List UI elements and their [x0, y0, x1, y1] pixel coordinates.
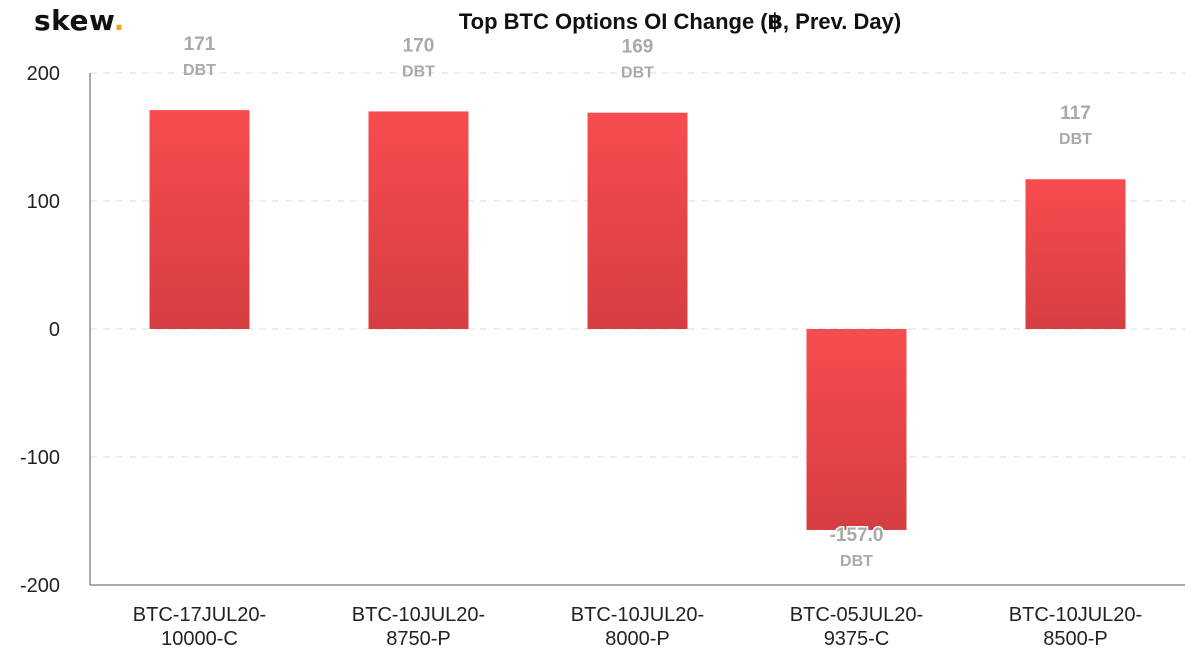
- x-tick-label: 8750-P: [386, 628, 451, 650]
- data-label-value: 171: [184, 34, 216, 55]
- x-tick-label: 9375-C: [824, 628, 890, 650]
- logo-dot: .: [113, 4, 125, 37]
- axes: 200 100 0 -100 -200 BTC-17JUL20-10000-C BTC-10…: [20, 63, 1185, 650]
- y-tick-label: -100: [20, 447, 60, 469]
- bar: [368, 111, 469, 330]
- data-label-value: 169: [622, 37, 654, 58]
- bar: [806, 329, 907, 530]
- x-tick-label: BTC-05JUL20-: [790, 604, 923, 626]
- x-tick-label: BTC-10JUL20-: [1009, 604, 1142, 626]
- x-tick-label: BTC-17JUL20-: [133, 604, 266, 626]
- chart-title: Top BTC Options OI Change (฿, Prev. Day): [458, 9, 902, 34]
- y-tick-label: 100: [27, 191, 60, 213]
- data-label-value: 117: [1060, 103, 1091, 124]
- data-label-unit: DBT: [840, 553, 873, 570]
- y-tick-label: 200: [27, 63, 60, 85]
- data-label-value: -157.0: [830, 525, 884, 546]
- data-labels: 171 DBT 170 DBT 169 DBT -157.0 DBT 117 DBT: [183, 34, 1092, 570]
- x-tick-label: BTC-10JUL20-: [571, 604, 704, 626]
- x-tick-label: BTC-10JUL20-: [352, 604, 485, 626]
- data-label-unit: DBT: [183, 62, 216, 79]
- y-tick-label: 0: [49, 319, 60, 341]
- x-tick-label: 10000-C: [161, 628, 238, 650]
- skew-logo: skew.: [34, 4, 125, 37]
- x-tick-label: 8500-P: [1043, 628, 1108, 650]
- data-label-value: 170: [403, 35, 435, 56]
- x-tick-label: 8000-P: [605, 628, 670, 650]
- data-label-unit: DBT: [621, 65, 654, 82]
- logo-text: skew: [34, 4, 114, 37]
- bar: [149, 110, 250, 330]
- y-tick-label: -200: [20, 575, 60, 597]
- bar: [587, 112, 688, 330]
- bars: [149, 110, 1126, 530]
- bar: [1025, 179, 1126, 329]
- data-label-unit: DBT: [1059, 131, 1092, 148]
- data-label-unit: DBT: [402, 63, 435, 80]
